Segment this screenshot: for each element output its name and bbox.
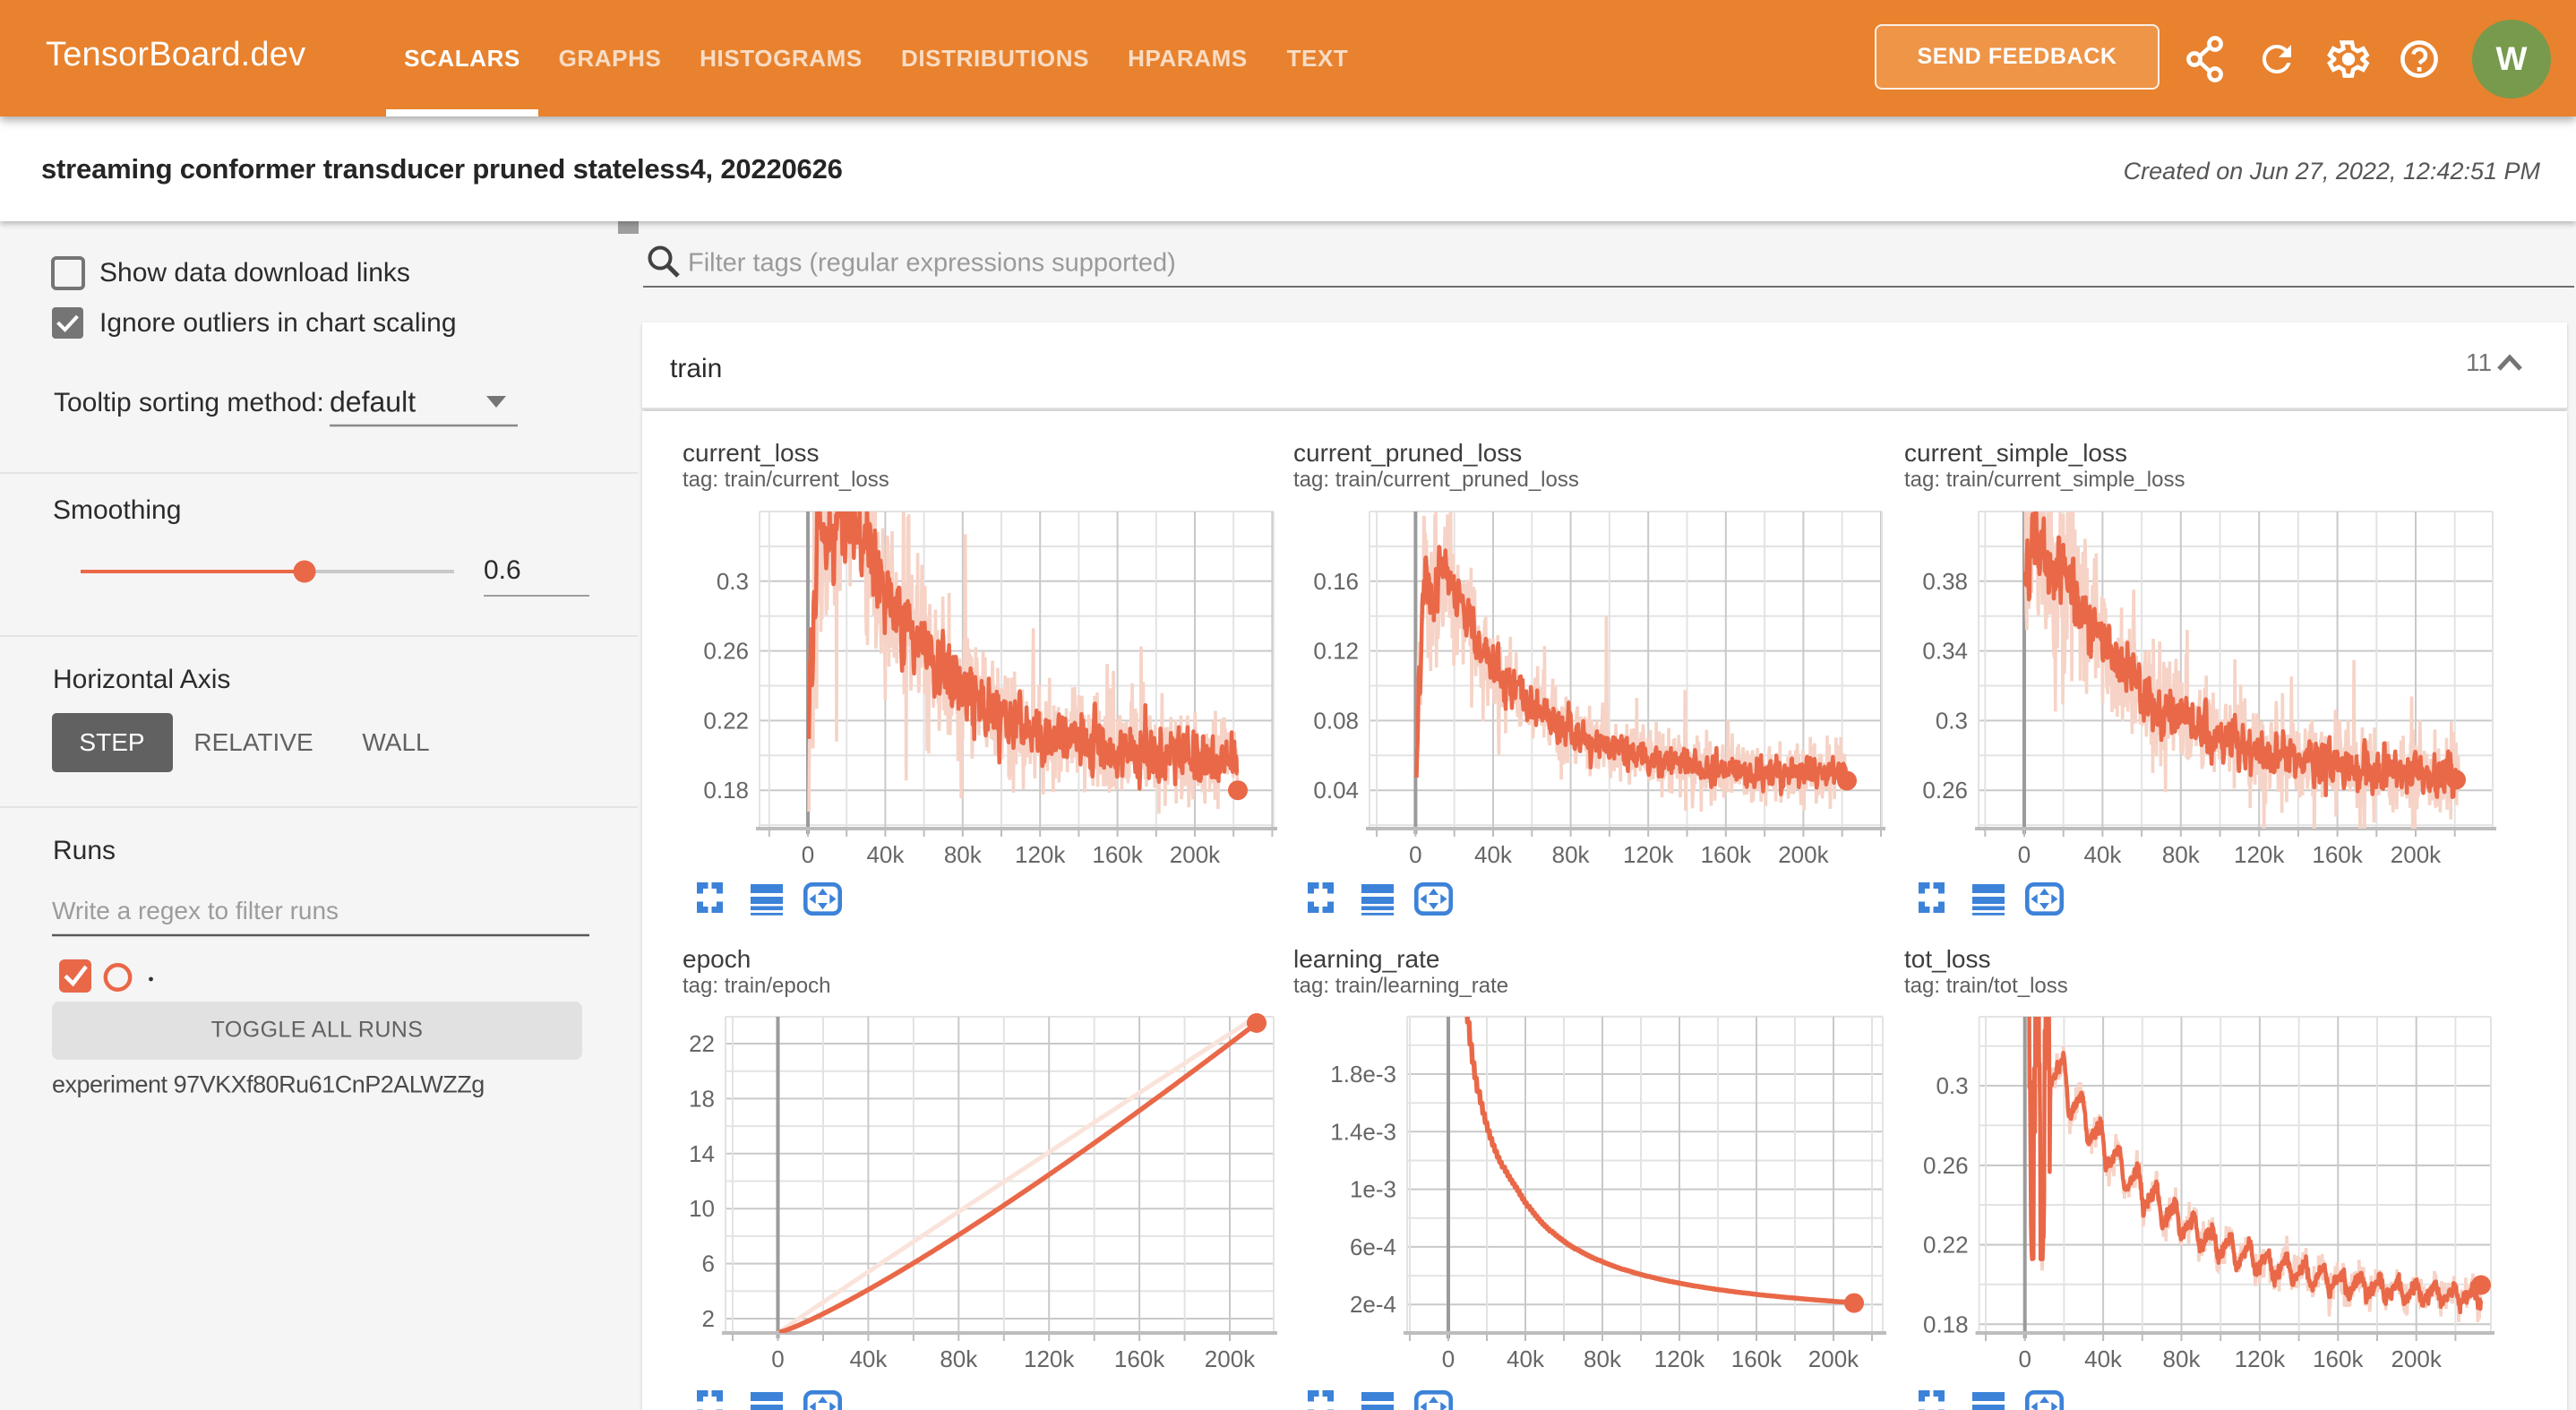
svg-text:120k: 120k [2234, 841, 2285, 868]
svg-text:0.18: 0.18 [1923, 1311, 1969, 1337]
svg-text:tag: train/current_pruned_loss: tag: train/current_pruned_loss [1293, 468, 1579, 492]
svg-text:14: 14 [689, 1140, 715, 1167]
svg-text:80k: 80k [2162, 841, 2201, 868]
svg-text:0.04: 0.04 [1313, 777, 1359, 804]
svg-text:80k: 80k [1552, 841, 1591, 868]
svg-text:1e-3: 1e-3 [1350, 1176, 1396, 1203]
svg-text:1.4e-3: 1.4e-3 [1330, 1118, 1396, 1145]
svg-text:1.8e-3: 1.8e-3 [1330, 1061, 1396, 1088]
svg-text:tot_loss: tot_loss [1904, 945, 1991, 973]
svg-text:80k: 80k [1584, 1346, 1622, 1372]
svg-text:0.26: 0.26 [703, 638, 749, 665]
svg-text:current_simple_loss: current_simple_loss [1904, 439, 2127, 467]
svg-text:tag: train/current_simple_loss: tag: train/current_simple_loss [1904, 468, 2185, 492]
svg-text:40k: 40k [866, 841, 905, 868]
svg-text:120k: 120k [1623, 841, 1674, 868]
svg-text:18: 18 [689, 1085, 715, 1112]
svg-text:2e-4: 2e-4 [1350, 1291, 1396, 1318]
svg-text:200k: 200k [1778, 841, 1829, 868]
svg-text:0.3: 0.3 [717, 568, 749, 595]
svg-text:0: 0 [2018, 841, 2031, 868]
svg-text:160k: 160k [1701, 841, 1752, 868]
svg-text:40k: 40k [1507, 1346, 1545, 1372]
svg-text:40k: 40k [2083, 841, 2122, 868]
svg-text:0.12: 0.12 [1313, 638, 1359, 665]
svg-text:120k: 120k [2235, 1346, 2286, 1372]
svg-text:0.16: 0.16 [1313, 568, 1359, 595]
svg-text:tag: train/tot_loss: tag: train/tot_loss [1904, 974, 2068, 998]
svg-text:200k: 200k [2391, 1346, 2443, 1372]
svg-text:0: 0 [2018, 1346, 2031, 1372]
svg-text:200k: 200k [2391, 841, 2442, 868]
svg-text:200k: 200k [1170, 841, 1221, 868]
svg-text:10: 10 [689, 1195, 715, 1222]
svg-text:tag: train/learning_rate: tag: train/learning_rate [1293, 974, 1508, 998]
svg-text:6e-4: 6e-4 [1350, 1234, 1396, 1260]
svg-text:tag: train/epoch: tag: train/epoch [683, 974, 830, 998]
svg-text:0: 0 [1409, 841, 1421, 868]
svg-text:6: 6 [702, 1251, 715, 1277]
svg-text:80k: 80k [940, 1346, 978, 1372]
svg-text:learning_rate: learning_rate [1293, 945, 1439, 973]
svg-text:0.08: 0.08 [1313, 707, 1359, 734]
svg-text:160k: 160k [2312, 841, 2363, 868]
svg-text:160k: 160k [1114, 1346, 1165, 1372]
svg-text:160k: 160k [2313, 1346, 2364, 1372]
svg-text:epoch: epoch [683, 945, 751, 973]
svg-text:0.38: 0.38 [1922, 568, 1968, 595]
svg-text:tag: train/current_loss: tag: train/current_loss [683, 468, 889, 492]
svg-text:80k: 80k [2163, 1346, 2202, 1372]
svg-text:0.22: 0.22 [703, 707, 749, 734]
svg-text:0.3: 0.3 [1936, 1072, 1968, 1099]
svg-text:2: 2 [702, 1305, 715, 1332]
svg-text:80k: 80k [944, 841, 983, 868]
svg-text:160k: 160k [1731, 1346, 1782, 1372]
svg-text:200k: 200k [1808, 1346, 1859, 1372]
svg-text:120k: 120k [1024, 1346, 1075, 1372]
svg-text:current_pruned_loss: current_pruned_loss [1293, 439, 1522, 467]
svg-text:0: 0 [802, 841, 814, 868]
svg-text:0.26: 0.26 [1922, 777, 1968, 804]
svg-text:0: 0 [1442, 1346, 1455, 1372]
svg-text:0.34: 0.34 [1922, 638, 1968, 665]
svg-text:0.26: 0.26 [1923, 1152, 1969, 1179]
svg-text:160k: 160k [1092, 841, 1143, 868]
svg-text:40k: 40k [849, 1346, 888, 1372]
svg-text:120k: 120k [1654, 1346, 1705, 1372]
svg-text:120k: 120k [1015, 841, 1066, 868]
svg-text:current_loss: current_loss [683, 439, 820, 467]
svg-text:200k: 200k [1205, 1346, 1256, 1372]
svg-text:0.3: 0.3 [1936, 707, 1968, 734]
svg-text:22: 22 [689, 1030, 715, 1057]
svg-text:40k: 40k [1474, 841, 1513, 868]
svg-text:0: 0 [771, 1346, 784, 1372]
svg-text:0.18: 0.18 [703, 777, 749, 804]
svg-text:0.22: 0.22 [1923, 1232, 1969, 1259]
svg-text:40k: 40k [2084, 1346, 2123, 1372]
